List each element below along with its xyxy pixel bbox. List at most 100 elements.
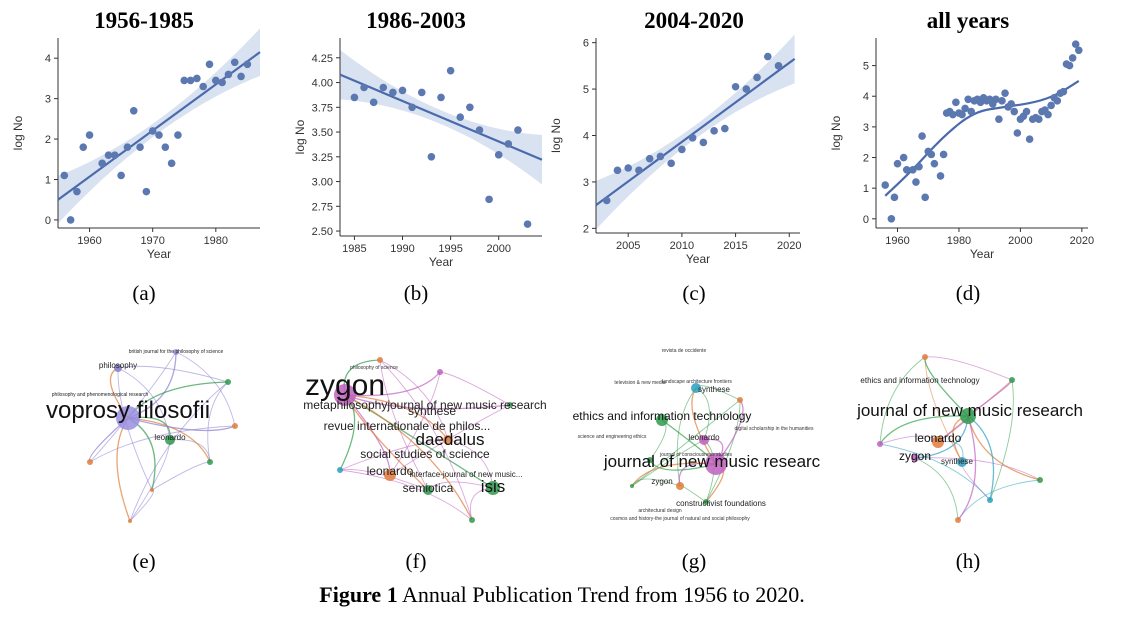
data-point: [180, 76, 189, 85]
data-point: [1047, 101, 1055, 110]
network-label: television & new media: [614, 380, 665, 386]
data-point: [408, 103, 416, 112]
y-axis-label: log No: [293, 119, 307, 154]
network-label: journal of consciousness studies: [659, 452, 732, 458]
network-node: [334, 384, 356, 406]
network-node: [225, 379, 231, 385]
y-tick-label: 4.25: [312, 53, 333, 65]
network-edge: [89, 351, 177, 463]
panel-label: (h): [956, 549, 981, 573]
data-point: [155, 131, 163, 139]
panel-d: all years (d) 0 1 2 3 4 5 1960 1980 2000 2020 Year lo…: [829, 8, 1094, 305]
network-node: [656, 414, 668, 426]
network-label: cosmos and history-the journal of natura…: [610, 516, 750, 522]
network-edge: [344, 394, 473, 521]
panel-c: 2004-2020 (c) 2 3 4 5 6 2005 2010 2015 2020 Year log…: [549, 8, 802, 305]
data-point: [1065, 61, 1074, 70]
data-point: [446, 66, 455, 75]
data-point: [85, 131, 94, 139]
network-node: [232, 423, 238, 429]
network-label: zygon: [305, 369, 385, 402]
network-edge: [989, 379, 1014, 501]
x-tick-label: 2010: [670, 240, 694, 252]
network-panel-h: ethics and information technology journal…: [856, 354, 1083, 573]
network-node: [703, 499, 709, 505]
data-point: [1013, 129, 1022, 137]
data-point: [992, 95, 1000, 104]
data-point: [656, 152, 665, 161]
data-point: [1022, 107, 1031, 116]
network-label: philosophy of science: [350, 365, 398, 371]
panel-label: (b): [404, 281, 429, 305]
data-point: [79, 143, 88, 151]
data-point: [142, 187, 151, 196]
network-panel-g: revista de occidente television & new med…: [573, 348, 821, 573]
data-point: [104, 151, 113, 160]
network-label: ethics and information technology: [573, 409, 752, 423]
x-tick-label: 2015: [723, 240, 747, 252]
data-point: [136, 143, 144, 151]
network-label: architectural design: [638, 508, 682, 514]
data-point: [688, 134, 697, 142]
x-axis-label: Year: [970, 247, 994, 261]
network-node: [630, 484, 634, 488]
data-point: [1001, 89, 1009, 97]
data-point: [967, 107, 976, 116]
y-tick-label: 2.50: [312, 226, 333, 238]
network-edge: [957, 479, 1041, 521]
network-label: leonardo: [915, 431, 962, 445]
x-tick-label: 2020: [1070, 235, 1094, 247]
data-point: [475, 126, 484, 134]
data-point: [218, 78, 226, 87]
network-node: [114, 364, 122, 372]
data-point: [1035, 115, 1043, 124]
network-edge: [127, 417, 236, 432]
data-point: [1007, 100, 1015, 108]
y-tick-label: 3: [583, 177, 589, 189]
network-node: [437, 369, 443, 375]
y-tick-label: 5: [583, 84, 589, 96]
network-edge: [914, 457, 1041, 481]
data-point: [909, 165, 917, 174]
y-tick-label: 1: [45, 174, 51, 186]
figure-caption: Figure 1 Annual Publication Trend from 1…: [319, 582, 804, 607]
y-tick-label: 3.00: [312, 177, 333, 189]
network-node: [955, 517, 961, 523]
network-node: [911, 454, 919, 462]
network-edge: [344, 371, 441, 397]
panel-label: (e): [132, 549, 155, 573]
network-label: leonardo: [688, 433, 720, 442]
x-axis-label: Year: [429, 255, 453, 269]
network-node: [1009, 377, 1015, 383]
network-edge: [207, 381, 229, 463]
data-point: [731, 82, 740, 91]
data-point: [918, 132, 926, 140]
data-point: [613, 166, 622, 175]
data-point: [514, 126, 522, 134]
network-edge: [924, 356, 963, 463]
data-point: [952, 98, 960, 107]
regression-line: [595, 58, 796, 207]
data-point: [699, 138, 708, 147]
regression-line: [339, 73, 543, 161]
network-edge: [339, 469, 473, 521]
x-axis-label: Year: [686, 252, 710, 266]
data-point: [949, 110, 957, 119]
panel-a: 1956-1985 (a) 0 1 2 3 4 1960 1970 1980 Year log No: [11, 8, 261, 305]
network-label: leonardo: [367, 464, 414, 478]
y-tick-label: 3: [863, 122, 869, 134]
data-point: [899, 153, 908, 162]
data-point: [915, 162, 923, 171]
network-edge: [631, 399, 741, 487]
data-point: [186, 76, 195, 85]
x-tick-label: 1970: [140, 235, 164, 247]
data-point: [230, 58, 239, 67]
data-point: [504, 140, 513, 148]
data-point: [523, 220, 532, 228]
chart-title: all years: [927, 8, 1009, 33]
data-point: [1068, 54, 1077, 62]
network-edge: [89, 425, 236, 463]
x-tick-label: 1985: [342, 243, 366, 255]
data-point: [998, 97, 1006, 105]
